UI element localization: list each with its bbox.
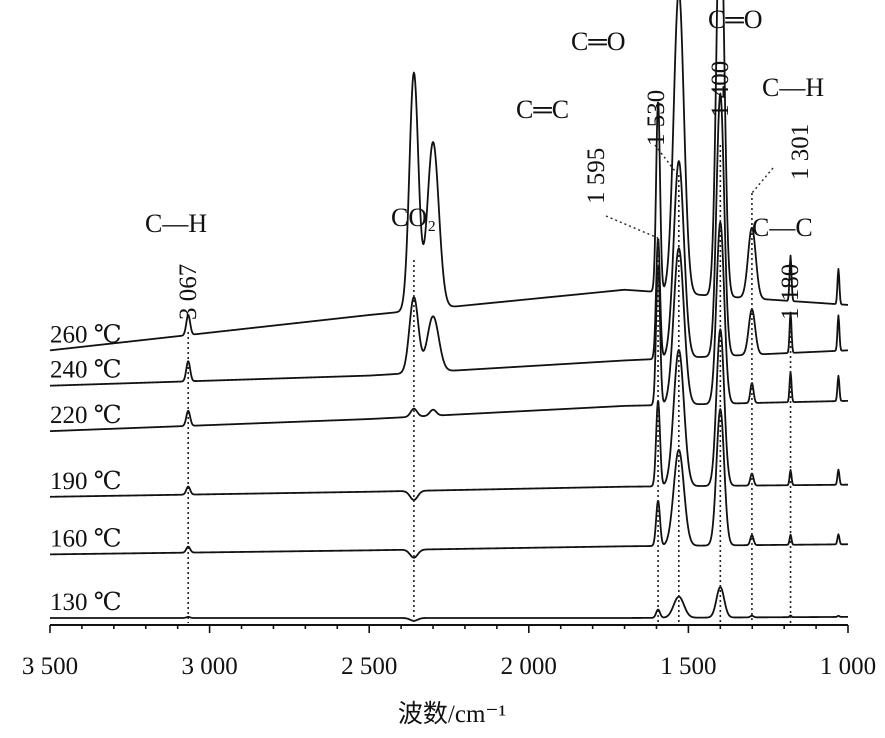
series-label-5: 260 ℃: [50, 321, 122, 348]
spectrum-line-160C: [49, 408, 849, 559]
group-label-3067: C—H: [145, 209, 207, 238]
x-tick-label-2: 2 500: [341, 653, 397, 680]
x-tick-label-0: 3 500: [22, 653, 78, 680]
leader-1301: [751, 167, 774, 194]
x-axis-title: 波数/cm⁻¹: [398, 700, 506, 728]
x-tick-label-5: 1 000: [820, 653, 876, 680]
spectrum-line-240C: [49, 92, 849, 387]
spectrum-line-130C: [49, 586, 849, 622]
leader-1530: [654, 144, 679, 176]
peak-label-1530: 1 530: [643, 90, 670, 146]
peak-label-3067: 3 067: [175, 264, 202, 320]
series-label-0: 130 ℃: [50, 589, 122, 616]
group-label-1595: C═C: [516, 95, 569, 124]
peak-label-1595: 1 595: [583, 148, 610, 204]
series-label-2: 190 ℃: [50, 468, 122, 495]
group-label-1530: C═O: [571, 27, 626, 56]
series-labels: 130 ℃ 160 ℃ 190 ℃ 220 ℃ 240 ℃ 260 ℃: [50, 321, 122, 616]
x-axis-title-text: 波数/cm⁻¹: [398, 700, 506, 728]
spectrum-line-260C: [49, 0, 849, 352]
series-label-4: 240 ℃: [50, 357, 122, 384]
spectra-series: [49, 0, 849, 622]
peak-label-1301: 1 301: [787, 124, 814, 180]
leader-1595: [605, 215, 659, 239]
peak-annotations: 3 067 C—H CO₂ 1 595 C═C 1 530 C═O 1 400 C═O 1 301…: [145, 5, 824, 320]
group-label-1400: C═O: [708, 5, 763, 34]
spectrum-line-190C: [49, 328, 849, 501]
group-label-1301: C—H: [762, 73, 824, 102]
peak-label-1180: 1 180: [777, 264, 804, 320]
x-tick-label-4: 1 500: [660, 653, 716, 680]
group-label-1180: C—C: [752, 213, 813, 242]
x-tick-label-3: 2 000: [501, 653, 557, 680]
x-tick-label-1: 3 000: [181, 653, 237, 680]
x-axis: 3 500 3 000 2 500 2 000 1 500 1 000 波数/cm⁻¹: [22, 624, 876, 728]
spectrum-line-220C: [49, 221, 849, 433]
peak-label-1400: 1 400: [707, 61, 734, 117]
group-label-2360: CO₂: [391, 203, 436, 232]
series-label-3: 220 ℃: [50, 402, 122, 429]
peak-markers: [187, 145, 792, 623]
x-axis-ticks: 3 500 3 000 2 500 2 000 1 500 1 000: [22, 625, 876, 680]
series-label-1: 160 ℃: [50, 525, 122, 552]
